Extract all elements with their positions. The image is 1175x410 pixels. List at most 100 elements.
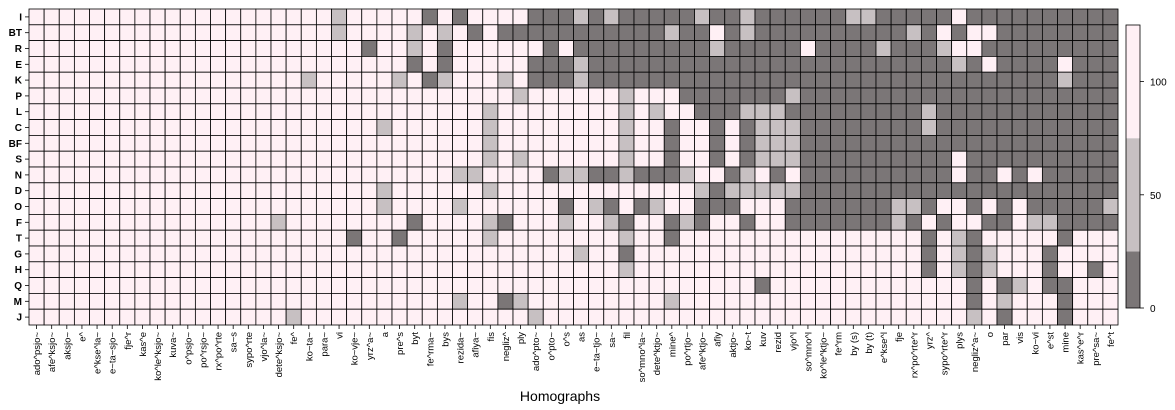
heatmap-cell	[860, 103, 877, 121]
heatmap-cell	[210, 261, 227, 278]
heatmap-cell	[875, 277, 892, 294]
heatmap-cell	[527, 56, 544, 73]
heatmap-cell	[875, 229, 892, 247]
heatmap-cell	[361, 261, 378, 278]
heatmap-cell	[799, 56, 816, 73]
heatmap-cell	[678, 150, 695, 168]
heatmap-cell	[588, 134, 605, 152]
heatmap-cell	[179, 56, 196, 73]
heatmap-cell	[618, 103, 635, 121]
heatmap-cell	[300, 245, 317, 263]
heatmap-cell	[376, 24, 393, 41]
heatmap-cell	[270, 213, 287, 231]
heatmap-cell	[557, 292, 574, 310]
heatmap-cell	[1072, 56, 1089, 73]
heatmap-cell	[43, 103, 60, 121]
heatmap-cell	[799, 166, 816, 184]
heatmap-cell	[1026, 245, 1043, 263]
heatmap-cell	[1087, 166, 1104, 184]
heatmap-cell	[936, 213, 953, 231]
heatmap-cell	[1041, 308, 1058, 326]
heatmap-cell	[346, 229, 363, 247]
heatmap-cell	[754, 261, 771, 278]
heatmap-cell	[769, 198, 786, 215]
heatmap-cell	[527, 40, 544, 57]
heatmap-cell	[920, 8, 937, 26]
heatmap-cell	[542, 119, 559, 136]
heatmap-cell	[482, 198, 499, 215]
heatmap-cell	[89, 245, 106, 263]
heatmap-cell	[285, 308, 302, 326]
heatmap-cell	[694, 166, 711, 184]
heatmap-cell	[28, 150, 45, 168]
heatmap-cell	[164, 245, 181, 263]
heatmap-cell	[739, 213, 756, 231]
x-tick-label: vjo^l	[788, 332, 799, 351]
heatmap-cell	[981, 150, 998, 168]
heatmap-cell	[149, 213, 166, 231]
heatmap-cell	[830, 182, 847, 200]
heatmap-cell	[799, 119, 816, 136]
heatmap-cell	[1087, 261, 1104, 278]
heatmap-cell	[361, 134, 378, 152]
x-tick-labels: ado^psjo~ afe^ksjo~ aksjo~ e^ e^kse^la~ e~ta~…	[32, 325, 1117, 382]
heatmap-cell	[482, 40, 499, 57]
heatmap-cell	[1026, 182, 1043, 200]
heatmap-cell	[119, 87, 136, 105]
heatmap-cell	[815, 308, 832, 326]
heatmap-cell	[709, 56, 726, 73]
heatmap-cell	[467, 213, 484, 231]
heatmap-cell	[618, 119, 635, 136]
heatmap-cell	[663, 213, 680, 231]
heatmap-cell	[452, 182, 469, 200]
heatmap-cell	[739, 261, 756, 278]
heatmap-cell	[346, 213, 363, 231]
heatmap-cell	[936, 40, 953, 57]
heatmap-cell	[512, 71, 529, 89]
heatmap-cell	[467, 292, 484, 310]
y-tick-label: G	[14, 249, 22, 260]
heatmap-cell	[512, 277, 529, 294]
heatmap-cell	[391, 277, 408, 294]
heatmap-cell	[542, 24, 559, 41]
y-tick-label: O	[14, 202, 22, 213]
heatmap-cell	[497, 245, 514, 263]
heatmap-cell	[618, 213, 635, 231]
heatmap-cell	[73, 40, 90, 57]
heatmap-cell	[799, 198, 816, 215]
heatmap-cell	[769, 245, 786, 263]
heatmap-cell	[467, 71, 484, 89]
heatmap-cell	[996, 292, 1013, 310]
heatmap-cell	[1041, 103, 1058, 121]
heatmap-cell	[406, 292, 423, 310]
heatmap-cell	[1057, 71, 1074, 89]
heatmap-cell	[951, 308, 968, 326]
heatmap-cell	[43, 308, 60, 326]
heatmap-cell	[1087, 24, 1104, 41]
heatmap-cell	[951, 229, 968, 247]
heatmap-cell	[1026, 134, 1043, 152]
heatmap-cell	[436, 213, 453, 231]
heatmap-cell	[225, 71, 242, 89]
heatmap-cell	[557, 182, 574, 200]
y-tick-label: J	[16, 313, 22, 324]
heatmap-cell	[678, 8, 695, 26]
heatmap-cell	[845, 213, 862, 231]
heatmap-cell	[164, 277, 181, 294]
heatmap-cell	[709, 8, 726, 26]
heatmap-cell	[648, 71, 665, 89]
heatmap-cell	[951, 198, 968, 215]
heatmap-cell	[346, 166, 363, 184]
heatmap-cell	[769, 24, 786, 41]
heatmap-cell	[1011, 292, 1028, 310]
heatmap-cell	[467, 182, 484, 200]
heatmap-cell	[331, 292, 348, 310]
heatmap-cell	[860, 229, 877, 247]
heatmap-cell	[739, 119, 756, 136]
heatmap-cell	[633, 261, 650, 278]
heatmap-cell	[799, 87, 816, 105]
heatmap-cell	[648, 166, 665, 184]
heatmap-cell	[300, 182, 317, 200]
x-tick-label: fe^rma~	[425, 332, 436, 367]
heatmap-cell	[210, 40, 227, 57]
